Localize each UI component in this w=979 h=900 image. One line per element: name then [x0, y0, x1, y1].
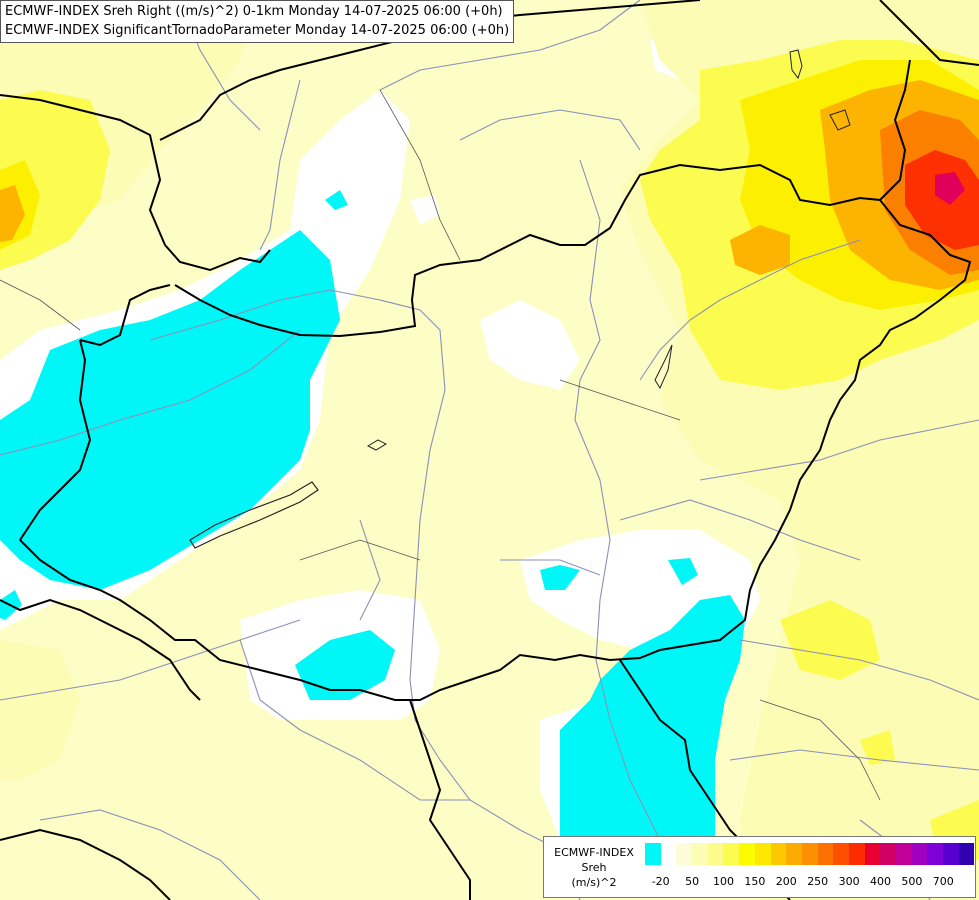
legend-tick-label: 250 — [807, 875, 829, 888]
legend-title-line-2: Sreh — [581, 861, 607, 874]
legend-swatch — [645, 843, 661, 865]
legend-tick-label: 300 — [838, 875, 860, 888]
legend-tick-label: 400 — [870, 875, 891, 888]
legend-swatch — [848, 843, 865, 865]
legend-swatch — [660, 843, 677, 865]
stp-isoline — [829, 109, 851, 131]
legend-swatch — [880, 843, 896, 865]
legend-swatch — [707, 843, 724, 865]
legend-swatch — [770, 843, 787, 865]
legend-label: ECMWF-INDEX Sreh (m/s)^2 — [546, 845, 642, 890]
legend-swatch — [927, 843, 944, 865]
legend-swatch — [817, 843, 834, 865]
legend-tick-label: 50 — [685, 875, 700, 888]
legend-swatch — [864, 843, 881, 865]
legend-tick-label: -20 — [651, 875, 670, 888]
map-title-line-2: ECMWF-INDEX SignificantTornadoParameter … — [5, 23, 510, 38]
legend-swatch — [754, 843, 771, 865]
legend-swatch — [943, 843, 959, 865]
legend-tick-label: 150 — [744, 875, 766, 888]
legend-tick-label: 200 — [775, 875, 797, 888]
legend-title-line-1: ECMWF-INDEX — [554, 846, 634, 859]
legend-tick-label: 700 — [932, 875, 954, 888]
legend-swatches — [645, 843, 975, 865]
field-cyan — [0, 190, 745, 840]
map-title-box: ECMWF-INDEX Sreh Right ((m/s)^2) 0-1km M… — [0, 0, 515, 43]
legend-swatch — [676, 843, 693, 865]
map-title-line-1: ECMWF-INDEX Sreh Right ((m/s)^2) 0-1km M… — [5, 4, 503, 19]
legend-swatch — [896, 843, 912, 865]
legend-swatch — [801, 843, 818, 865]
region-borders — [0, 89, 881, 801]
legend-swatch — [723, 843, 740, 865]
legend-swatch — [692, 843, 708, 865]
legend-title-line-3: (m/s)^2 — [571, 876, 617, 889]
lake-north-east — [789, 49, 803, 80]
legend-ticks: -20 50 100 150 200 250 300 400 500 700 — [645, 875, 975, 891]
legend-swatch — [786, 843, 802, 865]
legend-tick-label: 100 — [713, 875, 734, 888]
color-legend: ECMWF-INDEX Sreh (m/s)^2 -20 50 100 150 200 2… — [543, 836, 976, 898]
legend-swatch — [911, 843, 928, 865]
legend-swatch — [833, 843, 849, 865]
field-magenta — [935, 172, 965, 205]
lake-danube-island — [654, 344, 673, 390]
legend-tick-label: 500 — [901, 875, 923, 888]
lake-balaton — [189, 481, 319, 549]
lake-small — [366, 439, 388, 451]
legend-swatch — [739, 843, 755, 865]
field-red — [905, 150, 979, 250]
legend-swatch — [958, 843, 975, 865]
